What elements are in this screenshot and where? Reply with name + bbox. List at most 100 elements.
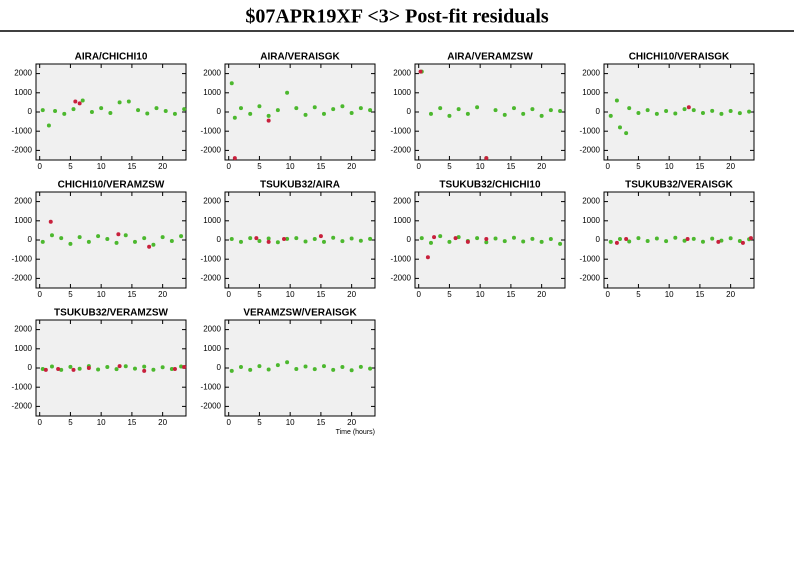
point xyxy=(114,367,119,372)
y-tick-label: 0 xyxy=(217,363,222,372)
point xyxy=(349,368,354,373)
x-tick-label: 0 xyxy=(226,418,231,427)
point xyxy=(232,115,237,120)
point xyxy=(321,239,326,244)
point xyxy=(530,107,535,112)
point xyxy=(96,234,101,239)
panel-frame xyxy=(414,63,566,161)
point xyxy=(627,239,632,244)
point xyxy=(59,236,64,241)
point xyxy=(438,106,443,111)
x-tick-label: 15 xyxy=(127,162,136,171)
y-tick-label: 2000 xyxy=(14,325,32,334)
point xyxy=(685,237,690,242)
point xyxy=(71,107,76,112)
point xyxy=(465,111,470,116)
point xyxy=(62,111,67,116)
x-tick-label: 5 xyxy=(447,290,452,299)
point xyxy=(229,368,234,373)
point xyxy=(160,235,165,240)
y-tick-label: 0 xyxy=(596,107,601,116)
y-tick-label: -1000 xyxy=(201,126,222,135)
y-tick-label: -2000 xyxy=(391,146,412,155)
x-tick-label: 10 xyxy=(476,162,485,171)
point xyxy=(484,237,489,242)
point xyxy=(627,106,632,111)
point xyxy=(232,156,237,161)
y-tick-label: -2000 xyxy=(12,274,33,283)
y-tick-label: 0 xyxy=(28,107,33,116)
point xyxy=(163,109,168,114)
x-tick-label: 10 xyxy=(476,290,485,299)
x-tick-label: 10 xyxy=(97,418,106,427)
x-tick-label: 0 xyxy=(416,162,421,171)
point xyxy=(664,109,669,114)
point xyxy=(682,107,687,112)
point xyxy=(636,236,641,241)
y-tick-label: 1000 xyxy=(393,88,411,97)
point xyxy=(229,81,234,86)
y-tick-label: 0 xyxy=(407,235,412,244)
point xyxy=(43,367,48,372)
point xyxy=(340,104,345,109)
x-tick-label: 20 xyxy=(158,290,167,299)
point xyxy=(182,365,187,370)
y-tick-label: 1000 xyxy=(14,344,32,353)
point xyxy=(710,108,715,113)
y-tick-label: 0 xyxy=(407,107,412,116)
y-tick-label: -1000 xyxy=(12,382,33,391)
point xyxy=(77,235,82,240)
point xyxy=(142,364,147,369)
panel-title: TSUKUB32/VERAMZSW xyxy=(54,308,168,319)
panel-title: AIRA/CHICHI10 xyxy=(75,52,148,63)
point xyxy=(368,108,373,113)
point xyxy=(257,238,262,243)
point xyxy=(248,111,253,116)
panel-title: AIRA/VERAISGK xyxy=(260,52,340,63)
point xyxy=(548,237,553,242)
point xyxy=(747,109,752,114)
point xyxy=(147,244,152,249)
point xyxy=(142,236,147,241)
y-tick-label: -2000 xyxy=(201,402,222,411)
x-tick-label: 20 xyxy=(537,162,546,171)
point xyxy=(484,156,489,161)
point xyxy=(700,110,705,115)
point xyxy=(49,233,54,238)
point xyxy=(80,98,85,103)
point xyxy=(456,235,461,240)
x-tick-label: 15 xyxy=(316,162,325,171)
x-axis-label: Time (hours) xyxy=(336,429,375,436)
x-tick-label: 15 xyxy=(695,162,704,171)
y-tick-label: -1000 xyxy=(201,254,222,263)
point xyxy=(303,239,308,244)
y-tick-label: -1000 xyxy=(12,126,33,135)
point xyxy=(691,236,696,241)
point xyxy=(303,364,308,369)
point xyxy=(710,236,715,241)
y-tick-label: 2000 xyxy=(393,197,411,206)
point xyxy=(321,364,326,369)
point xyxy=(331,235,336,240)
x-tick-label: 20 xyxy=(347,290,356,299)
point xyxy=(700,239,705,244)
point xyxy=(238,106,243,111)
point xyxy=(285,90,290,95)
y-tick-label: -2000 xyxy=(580,146,601,155)
point xyxy=(340,239,345,244)
x-tick-label: 20 xyxy=(726,162,735,171)
panel-title: AIRA/VERAMZSW xyxy=(447,52,533,63)
point xyxy=(68,364,73,369)
x-tick-label: 15 xyxy=(695,290,704,299)
point xyxy=(266,118,271,123)
point xyxy=(340,365,345,370)
point xyxy=(117,100,122,105)
point xyxy=(558,109,563,114)
x-tick-label: 5 xyxy=(636,290,641,299)
x-tick-label: 15 xyxy=(127,418,136,427)
y-tick-label: -2000 xyxy=(201,274,222,283)
point xyxy=(654,236,659,241)
point xyxy=(285,360,290,365)
point xyxy=(608,239,613,244)
point xyxy=(664,239,669,244)
